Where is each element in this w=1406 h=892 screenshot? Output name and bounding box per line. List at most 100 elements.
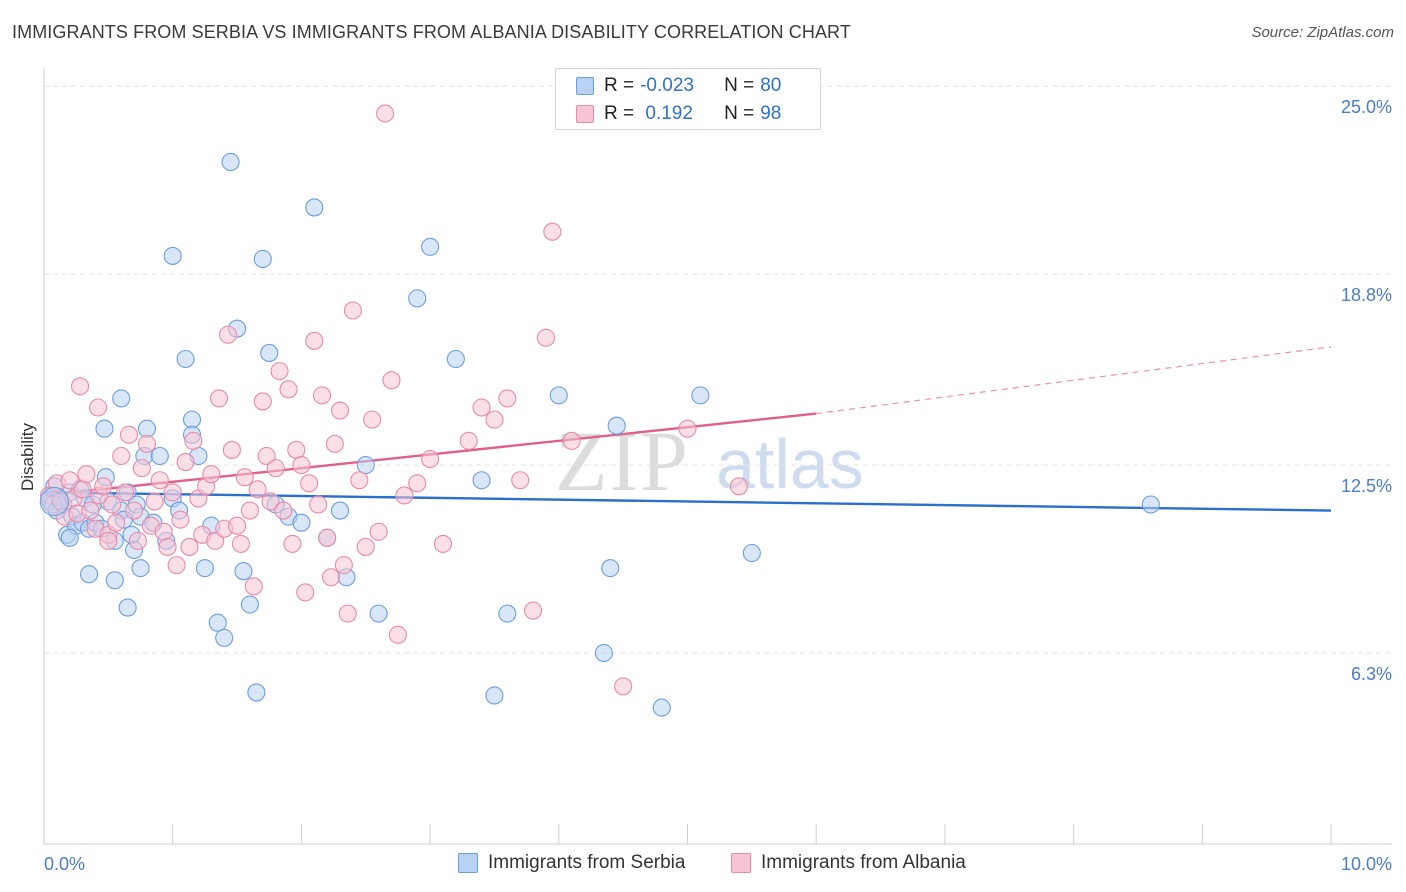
albania-point <box>266 459 285 478</box>
serbia-point <box>176 349 195 369</box>
serbia-point <box>247 683 266 702</box>
albania-point <box>240 501 259 520</box>
legend-n-label: N = <box>724 103 755 124</box>
serbia-point <box>601 559 620 578</box>
albania-point <box>334 556 353 575</box>
albania-point <box>498 389 517 408</box>
albania-point <box>312 386 332 405</box>
serbia-point <box>60 528 79 547</box>
albania-point <box>433 534 453 553</box>
albania-point <box>128 531 148 550</box>
albania-point <box>137 434 157 453</box>
albania-point <box>511 471 530 490</box>
albania-point <box>614 677 633 696</box>
legend-label-serbia: Immigrants from Serbia <box>488 852 686 873</box>
albania-point <box>472 398 491 417</box>
serbia-point <box>472 471 491 490</box>
albania-point <box>107 513 126 532</box>
albania-point <box>369 522 388 541</box>
albania-point <box>270 362 289 381</box>
albania-point <box>180 537 199 556</box>
legend-item-serbia[interactable]: Immigrants from Serbia <box>458 852 685 874</box>
albania-point <box>218 325 238 344</box>
y-tick-label: 6.3% <box>1351 664 1392 684</box>
albania-point <box>257 446 276 466</box>
serbia-point <box>240 595 259 614</box>
legend-r-label: R = <box>604 103 635 124</box>
watermark: ZIP atlas <box>555 413 864 509</box>
y-tick-label: 25.0% <box>1341 97 1392 117</box>
legend-item-albania[interactable]: Immigrants from Albania <box>731 852 966 874</box>
albania-point <box>235 468 254 487</box>
legend-n-label: N = <box>724 75 755 96</box>
serbia-point <box>131 559 150 578</box>
albania-point <box>325 434 344 453</box>
albania-point <box>330 401 350 420</box>
albania-point <box>184 431 203 450</box>
serbia-point <box>137 419 157 438</box>
albania-point <box>338 604 357 623</box>
correlation-legend: R = -0.023 N = 80 R = 0.192 N = 98 <box>555 68 821 130</box>
albania-point <box>206 531 225 550</box>
data-points <box>39 104 1160 717</box>
serbia-point <box>742 543 761 563</box>
albania-point <box>89 398 108 417</box>
legend-row-serbia: R = -0.023 N = 80 <box>556 73 781 99</box>
albania-point <box>309 495 328 514</box>
albania-point <box>171 510 190 529</box>
albania-point <box>376 104 395 123</box>
serbia-point <box>182 410 202 429</box>
albania-point <box>81 501 100 520</box>
albania-point <box>318 528 337 547</box>
albania-point <box>77 465 96 484</box>
albania-point <box>524 601 543 620</box>
albania-point <box>279 380 298 399</box>
serbia-point <box>498 604 517 623</box>
albania-point <box>209 389 229 408</box>
serbia-point <box>112 389 131 408</box>
legend-n-value: 98 <box>760 103 782 124</box>
serbia-point <box>221 152 240 172</box>
albania-point <box>421 449 440 469</box>
albania-point <box>382 371 401 390</box>
albania-point <box>350 471 369 490</box>
source-credit: Source: ZipAtlas.com <box>1251 24 1394 41</box>
albania-point <box>253 392 272 411</box>
albania-point <box>202 465 221 484</box>
albania-point <box>296 583 315 602</box>
albania-point <box>274 501 293 520</box>
albania-point <box>132 459 151 478</box>
albania-point <box>321 568 341 587</box>
albania-point <box>228 516 247 535</box>
serbia-point <box>118 598 137 617</box>
albania-point <box>112 446 131 466</box>
albania-point <box>70 377 90 396</box>
albania-point <box>150 471 169 490</box>
albania-point <box>176 453 195 472</box>
legend-label-albania: Immigrants from Albania <box>761 852 966 873</box>
albania-point <box>163 483 182 502</box>
albania-swatch <box>731 853 751 873</box>
serbia-point <box>408 289 427 308</box>
y-tick-label: 18.8% <box>1341 285 1392 305</box>
albania-point <box>283 534 302 553</box>
albania-point <box>222 440 241 459</box>
albania-point <box>261 492 280 511</box>
serbia-point <box>549 386 568 405</box>
tick-labels: 6.3% 12.5% 18.8% 25.0% 0.0% 10.0% <box>44 97 1392 874</box>
serbia-point <box>234 562 253 581</box>
albania-point <box>678 419 697 438</box>
serbia-point <box>292 513 311 532</box>
serbia-point <box>652 698 671 717</box>
serbia-point <box>356 456 375 475</box>
albania-point <box>292 456 311 475</box>
serbia-swatch <box>576 77 594 95</box>
albania-point <box>158 537 177 556</box>
serbia-point <box>260 343 279 362</box>
serbia-point <box>607 416 626 435</box>
serbia-point <box>163 246 182 265</box>
albania-point <box>395 486 414 505</box>
albania-point <box>73 480 92 499</box>
albania-point <box>167 556 186 575</box>
albania-point <box>99 531 118 550</box>
